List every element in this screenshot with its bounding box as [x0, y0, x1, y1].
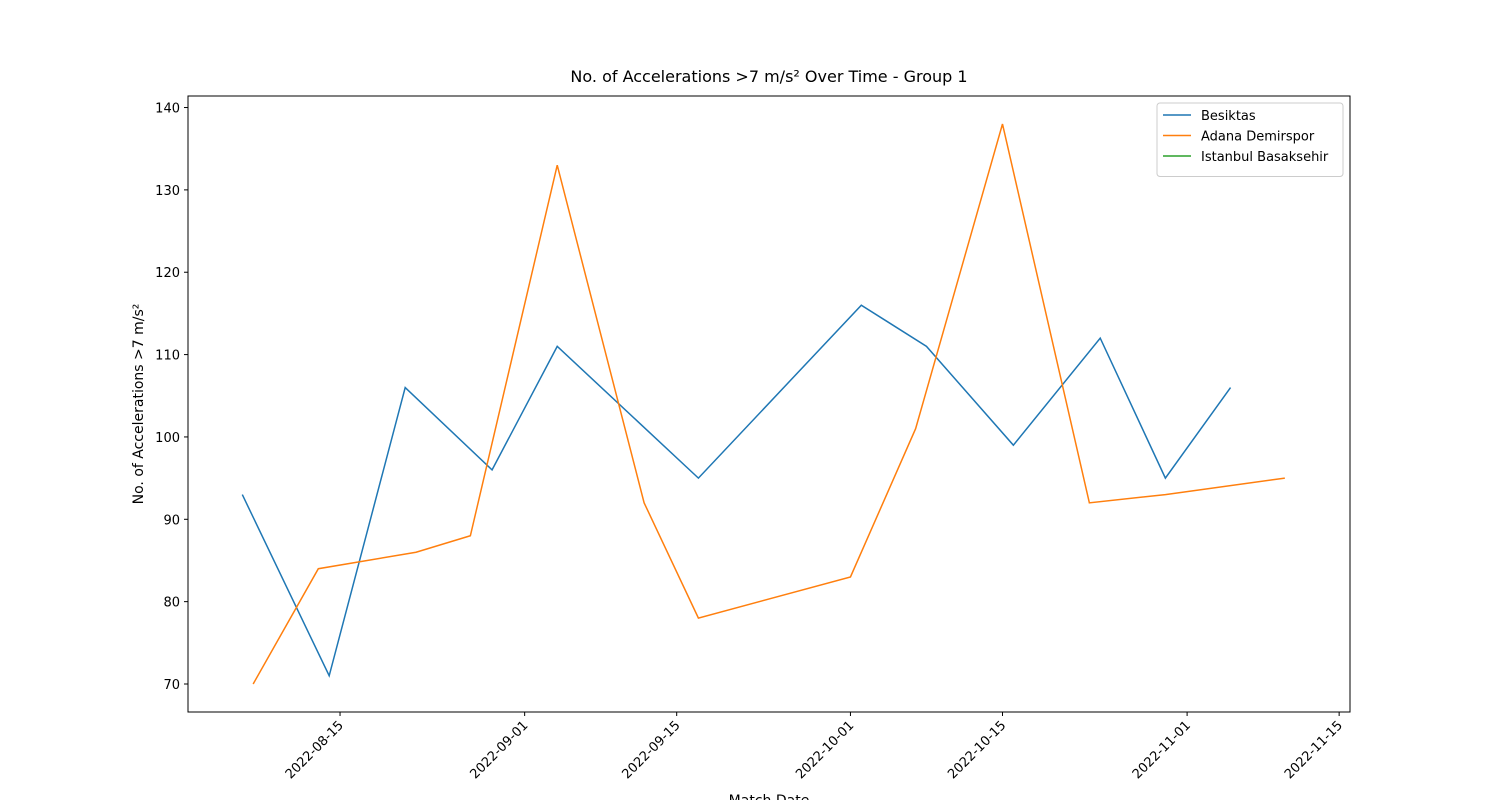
legend-box	[1156, 102, 1344, 177]
legend-label: Besiktas	[1201, 109, 1256, 124]
y-tick-label: 130	[155, 184, 180, 199]
y-tick-label: 80	[163, 596, 180, 611]
chart-title: No. of Accelerations >7 m/s² Over Time -…	[570, 67, 967, 86]
plot-frame	[187, 95, 1351, 713]
line-series	[252, 123, 1285, 685]
y-tick-label: 90	[163, 513, 180, 528]
line-series	[241, 304, 1232, 678]
x-tick-label: 2022-11-01	[1130, 718, 1194, 782]
y-tick-label: 140	[155, 102, 180, 117]
y-tick-label: 110	[155, 349, 180, 364]
y-tick-label: 100	[155, 431, 180, 446]
legend-label: Adana Demirspor	[1201, 130, 1315, 145]
y-tick-label: 70	[163, 678, 180, 693]
x-tick-label: 2022-10-01	[793, 718, 857, 782]
y-tick-label: 120	[155, 266, 180, 281]
x-tick-label: 2022-09-15	[619, 718, 683, 782]
x-tick-label: 2022-10-15	[945, 718, 1009, 782]
x-tick-label: 2022-11-15	[1282, 718, 1346, 782]
x-tick-label: 2022-09-01	[467, 718, 531, 782]
x-tick-label: 2022-08-15	[283, 718, 347, 782]
y-axis-label: No. of Accelerations >7 m/s²	[131, 304, 147, 505]
x-axis-label: Match Date	[729, 793, 810, 800]
legend-label: Istanbul Basaksehir	[1201, 150, 1329, 165]
